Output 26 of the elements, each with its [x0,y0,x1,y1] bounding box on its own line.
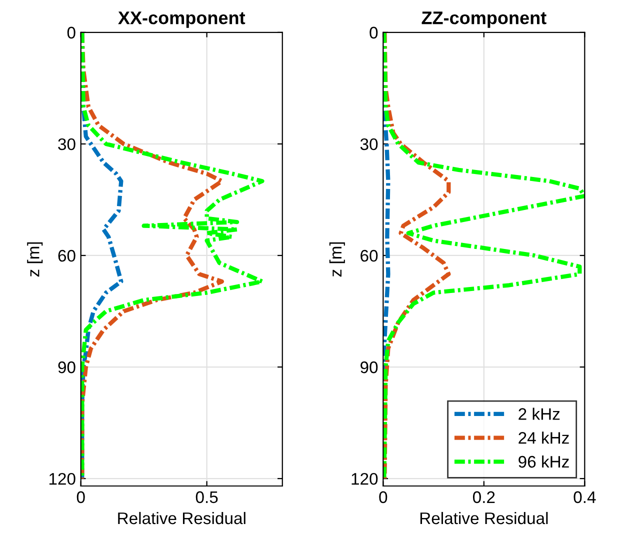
x-tick-label: 0 [379,491,388,504]
legend-label: 96 kHz [518,455,569,468]
y-tick-label: 60 [360,250,378,262]
y-tick-label: 90 [58,361,76,374]
y-tick-label: 120 [49,472,76,485]
chart-title: XX-component [118,12,246,28]
y-axis-title: z [m] [27,242,43,277]
x-tick-label: 0.2 [472,491,495,504]
legend-label: 24 kHz [518,432,569,444]
x-tick-label: 0.4 [574,491,596,504]
y-tick-label: 30 [360,138,378,150]
line-series [80,32,224,481]
y-tick-label: 120 [352,472,378,485]
y-tick-label: 90 [360,361,378,374]
line-series [383,32,451,481]
x-tick-label: 0 [76,491,85,504]
y-tick-label: 60 [58,250,76,262]
y-axis-title: z [m] [329,242,345,277]
legend-label: 2 kHz [518,408,560,420]
y-tick-label: 0 [67,26,76,39]
chart-title: ZZ-component [422,12,546,28]
y-tick-label: 0 [370,26,378,39]
x-axis-title: Relative Residual [118,512,246,524]
x-tick-label: 0.5 [196,491,218,504]
x-axis-title: Relative Residual [420,512,548,524]
y-tick-label: 30 [58,138,76,150]
